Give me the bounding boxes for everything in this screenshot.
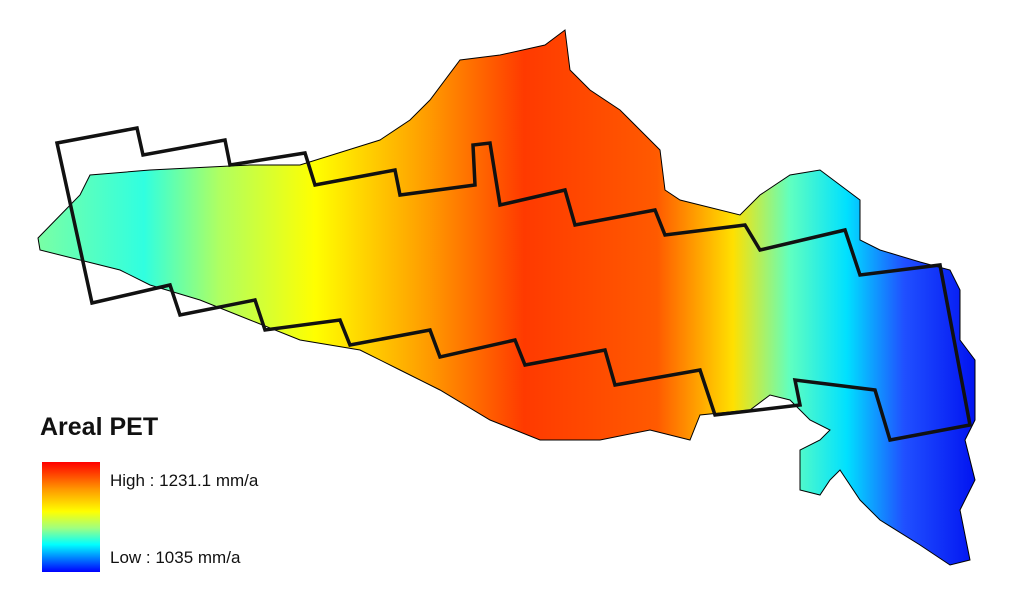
legend-low: Low : 1035 mm/a [110, 548, 241, 567]
legend-high: High : 1231.1 mm/a [110, 471, 259, 490]
study-frame [54, 125, 973, 443]
legend-ramp [42, 462, 100, 572]
legend-title: Areal PET [40, 413, 158, 441]
catchment [37, 29, 976, 566]
